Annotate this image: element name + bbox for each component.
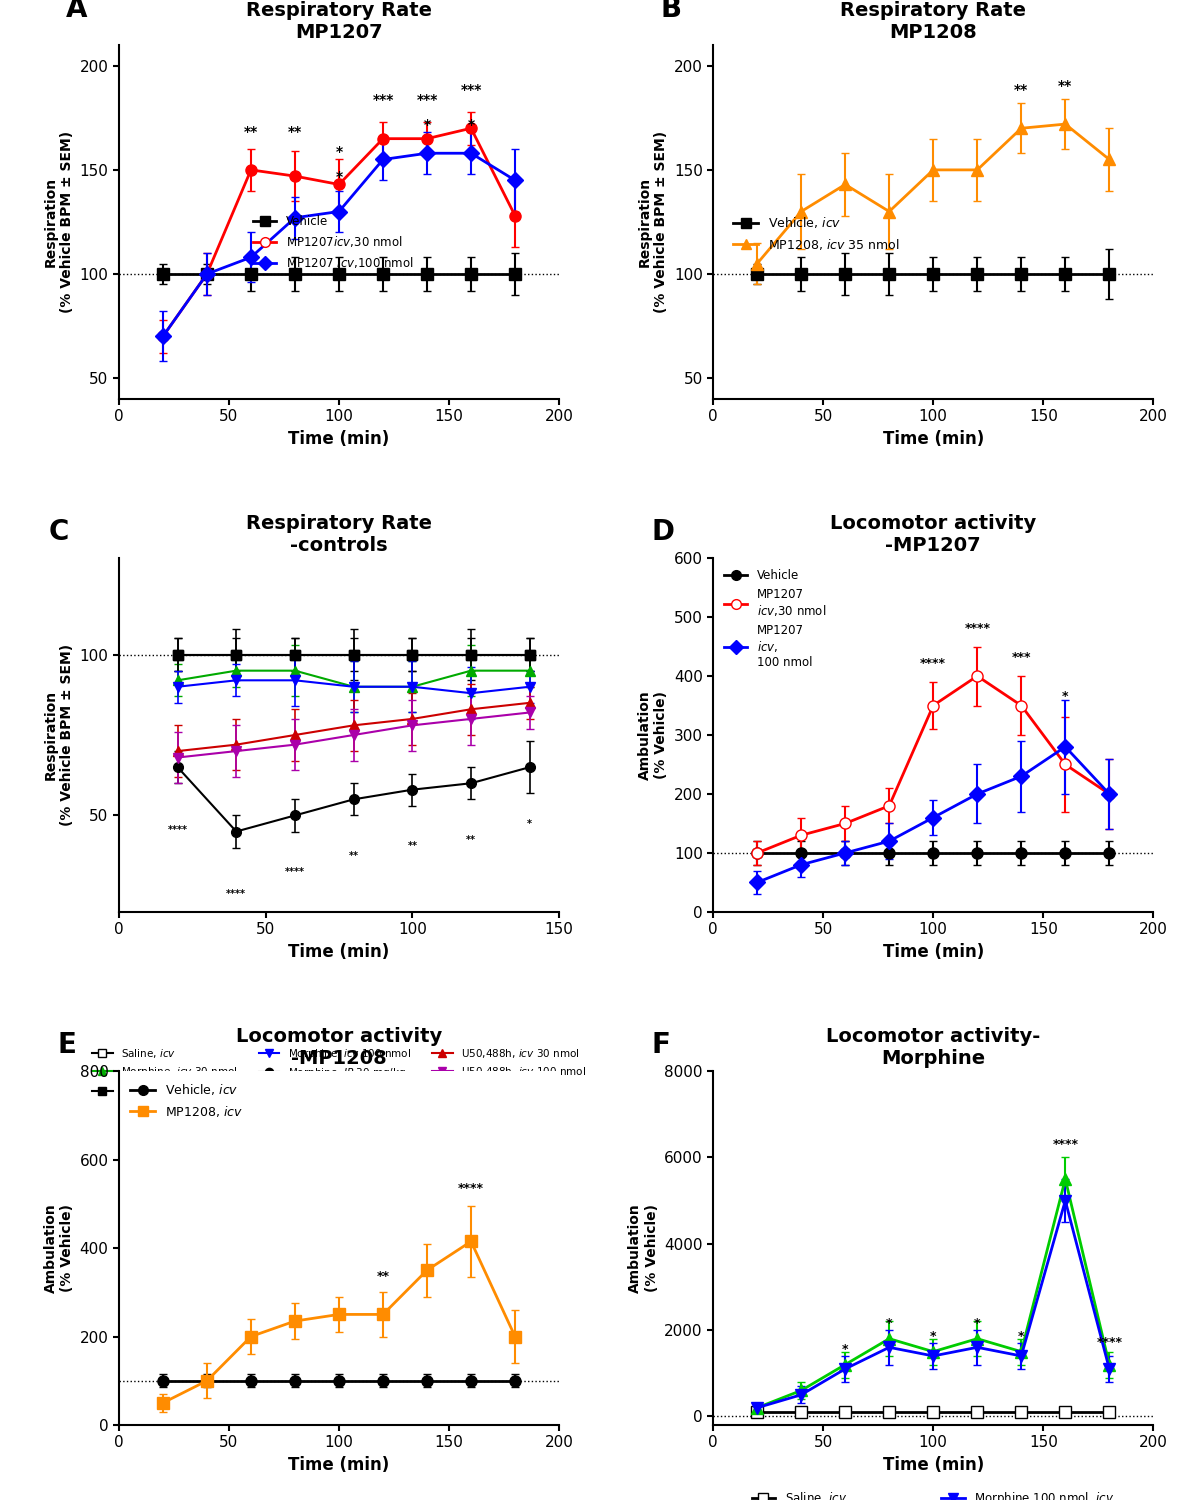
Text: **: ** [1014, 82, 1028, 98]
Text: ****: **** [226, 890, 246, 900]
Text: *: * [335, 146, 342, 159]
Text: **: ** [1058, 80, 1072, 93]
Title: Respiratory Rate
MP1207: Respiratory Rate MP1207 [246, 2, 432, 42]
Y-axis label: Respiration
(% Vehicle BPM ± SEM): Respiration (% Vehicle BPM ± SEM) [44, 644, 74, 827]
Text: ****: **** [458, 1182, 484, 1196]
Text: **: ** [466, 834, 476, 844]
Text: ***: *** [1012, 651, 1031, 664]
Text: *: * [930, 1330, 937, 1342]
Legend: Saline, $icv$, Morphine, $icv$ 30 nmol, Saline, $IP$, Morphine, $icv$ 100 nmol, : Saline, $icv$, Morphine, $icv$ 30 nmol, … [88, 1042, 591, 1101]
Text: *: * [1062, 690, 1069, 702]
Text: C: C [49, 519, 69, 546]
Text: E: E [57, 1032, 76, 1059]
X-axis label: Time (min): Time (min) [882, 1456, 983, 1474]
Text: ****: **** [168, 825, 188, 836]
X-axis label: Time (min): Time (min) [289, 430, 390, 448]
Y-axis label: Respiration
(% Vehicle BPM ± SEM): Respiration (% Vehicle BPM ± SEM) [638, 130, 668, 314]
Legend: Vehicle, MP1207$icv$,30 nmol, MP1207 $icv$,100 nmol: Vehicle, MP1207$icv$,30 nmol, MP1207 $ic… [249, 210, 419, 274]
Text: **: ** [348, 850, 359, 861]
Text: *: * [335, 171, 342, 184]
Title: Respiratory Rate
MP1208: Respiratory Rate MP1208 [841, 2, 1026, 42]
X-axis label: Time (min): Time (min) [289, 1456, 390, 1474]
Legend: Saline, $icv$, Morphine 30 nmol, $icv$, Morphine 100 nmol, $icv$: Saline, $icv$, Morphine 30 nmol, $icv$, … [747, 1485, 1120, 1500]
Text: *: * [423, 118, 430, 132]
Text: ****: **** [285, 867, 304, 877]
Text: F: F [652, 1032, 671, 1059]
Title: Respiratory Rate
-controls: Respiratory Rate -controls [246, 514, 432, 555]
Title: Locomotor activity-
Morphine: Locomotor activity- Morphine [826, 1028, 1040, 1068]
Text: **: ** [288, 124, 302, 138]
Title: Locomotor activity
-MP1207: Locomotor activity -MP1207 [830, 514, 1037, 555]
Text: *: * [886, 1317, 893, 1330]
Text: B: B [660, 0, 681, 22]
Text: **: ** [377, 1270, 390, 1284]
X-axis label: Time (min): Time (min) [882, 430, 983, 448]
Title: Locomotor activity
-MP1208: Locomotor activity -MP1208 [235, 1028, 442, 1068]
X-axis label: Time (min): Time (min) [882, 944, 983, 962]
Legend: Vehicle, $icv$, MP1208, $icv$: Vehicle, $icv$, MP1208, $icv$ [125, 1077, 249, 1124]
Text: ****: **** [1052, 1138, 1078, 1150]
Text: *: * [467, 118, 474, 132]
Y-axis label: Ambulation
(% Vehicle): Ambulation (% Vehicle) [628, 1203, 659, 1293]
Text: **: ** [408, 842, 417, 850]
Legend: Vehicle, MP1207
$icv$,30 nmol, MP1207
$icv$,
100 nmol: Vehicle, MP1207 $icv$,30 nmol, MP1207 $i… [719, 564, 831, 674]
Text: *: * [1018, 1330, 1025, 1342]
Y-axis label: Ambulation
(% Vehicle): Ambulation (% Vehicle) [44, 1203, 74, 1293]
Text: ****: **** [1096, 1336, 1122, 1350]
Y-axis label: Respiration
(% Vehicle BPM ± SEM): Respiration (% Vehicle BPM ± SEM) [44, 130, 74, 314]
Text: ***: *** [372, 93, 394, 108]
Text: ***: *** [460, 82, 482, 98]
Text: ****: **** [964, 621, 990, 634]
Legend: Vehicle, $icv$, MP1208, $icv$ 35 nmol: Vehicle, $icv$, MP1208, $icv$ 35 nmol [728, 210, 905, 256]
Text: **: ** [244, 124, 258, 138]
Text: A: A [67, 0, 88, 22]
Text: ***: *** [416, 93, 438, 108]
Text: *: * [842, 1342, 849, 1356]
Y-axis label: Ambulation
(% Vehicle): Ambulation (% Vehicle) [638, 690, 668, 780]
Text: *: * [974, 1317, 981, 1330]
Text: *: * [527, 819, 533, 828]
Text: ****: **** [920, 657, 946, 670]
Text: D: D [652, 519, 674, 546]
X-axis label: Time (min): Time (min) [289, 944, 390, 962]
